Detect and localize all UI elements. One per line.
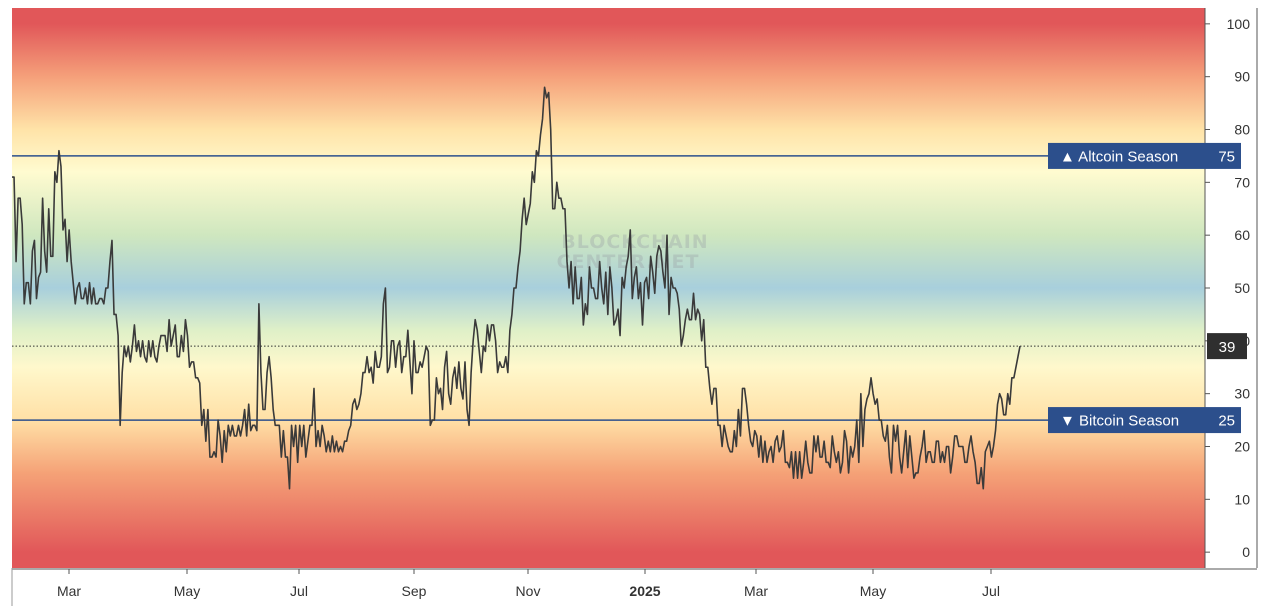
- threshold-lines: [12, 155, 1205, 421]
- watermark: BLOCKCHAIN CENTER.NET: [557, 231, 708, 273]
- y-tick-label: 90: [1234, 69, 1250, 85]
- watermark-line-1: BLOCKCHAIN: [561, 231, 708, 253]
- current-value-tag: 39: [1219, 339, 1236, 356]
- value-tags: ▲ Altcoin Season 75 ▼ Bitcoin Season 25 39: [1048, 142, 1247, 434]
- y-tick-label: 30: [1234, 386, 1250, 402]
- threshold-tag-label-0: ▲ Altcoin Season: [1060, 148, 1178, 165]
- y-axis-ticks: 0102030405060708090100: [1205, 16, 1250, 560]
- x-tick-label: May: [860, 583, 886, 599]
- x-tick-label: 2025: [629, 583, 660, 599]
- series-line[interactable]: [12, 86, 1021, 490]
- x-tick-label: May: [174, 583, 200, 599]
- y-tick-label: 100: [1227, 16, 1251, 32]
- threshold-tag-bg-1: [1048, 407, 1241, 434]
- y-tick-label: 10: [1234, 491, 1250, 507]
- threshold-tag-value-1: 25: [1218, 413, 1235, 430]
- y-tick-label: 60: [1234, 227, 1250, 243]
- y-tick-label: 70: [1234, 174, 1250, 190]
- x-tick-label: Mar: [744, 583, 768, 599]
- x-tick-label: Jul: [290, 583, 308, 599]
- y-tick-label: 50: [1234, 280, 1250, 296]
- x-tick-label: Jul: [982, 583, 1000, 599]
- x-axis-ticks: Mar May Jul Sep Nov 2025 Mar May Jul: [57, 569, 1000, 599]
- y-tick-label: 0: [1242, 544, 1250, 560]
- threshold-tag-value-0: 75: [1218, 148, 1235, 165]
- threshold-tag-bg-0: [1048, 142, 1241, 169]
- x-tick-label: Mar: [57, 583, 81, 599]
- y-tick-label: 80: [1234, 122, 1250, 138]
- x-tick-label: Nov: [516, 583, 541, 599]
- x-tick-label: Sep: [402, 583, 427, 599]
- threshold-tag-label-1: ▼ Bitcoin Season: [1060, 413, 1179, 430]
- current-value-tag-bg: [1207, 333, 1247, 360]
- y-tick-label: 20: [1234, 438, 1250, 454]
